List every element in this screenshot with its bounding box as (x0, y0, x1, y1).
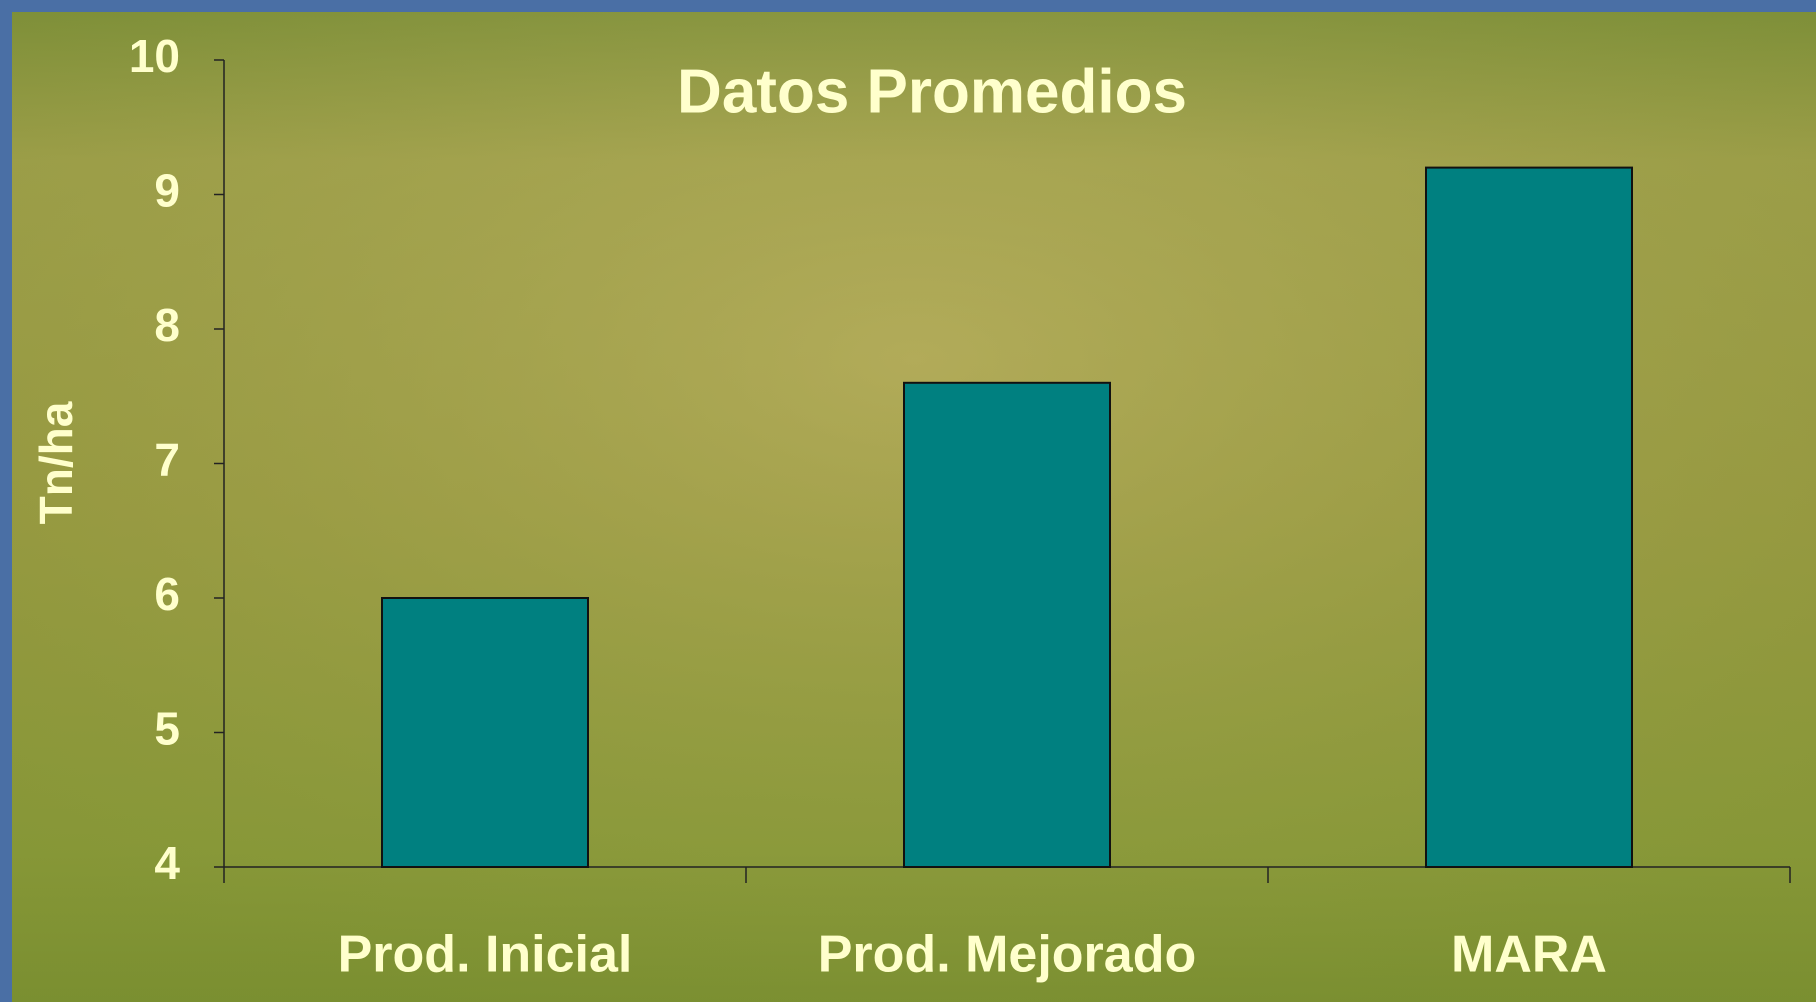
x-tick-label: Prod. Inicial (338, 926, 633, 984)
y-tick-label: 4 (154, 837, 180, 889)
bar (381, 597, 589, 868)
chart-title: Datos Promedios (677, 57, 1187, 126)
y-tick-label: 7 (154, 434, 180, 486)
x-tick-label: Prod. Mejorado (818, 926, 1196, 984)
bar (903, 381, 1111, 868)
y-tick-label: 6 (154, 568, 180, 620)
y-tick-label: 9 (154, 165, 180, 217)
y-tick-label: 10 (129, 30, 180, 82)
x-tick-label: MARA (1451, 926, 1607, 984)
y-axis-label: Tn/ha (30, 401, 82, 524)
y-tick-label: 5 (154, 703, 180, 755)
bar (1425, 166, 1633, 869)
y-tick-label: 8 (154, 299, 180, 351)
